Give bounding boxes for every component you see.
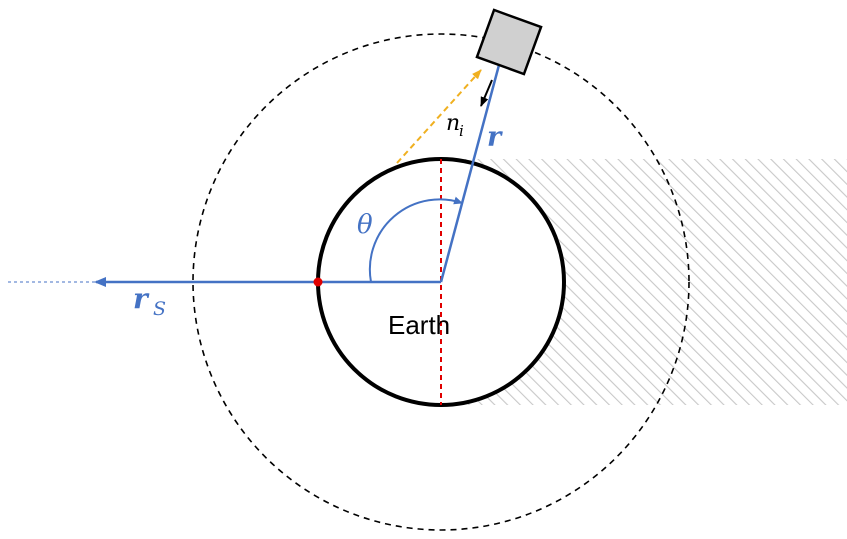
theta-label: θ bbox=[357, 210, 373, 240]
earth-shadow-region bbox=[441, 159, 847, 405]
normal-label: n bbox=[446, 111, 460, 136]
normal-subscript: i bbox=[459, 122, 464, 140]
satellite-body bbox=[475, 8, 543, 76]
rs-vector-subscript: S bbox=[153, 298, 166, 320]
normal-vector-ni bbox=[480, 79, 493, 107]
r-vector-label: r bbox=[487, 122, 503, 153]
theta-arc bbox=[368, 196, 463, 283]
sun-ray-arrow bbox=[396, 69, 482, 164]
orbit-circle bbox=[192, 33, 690, 531]
earth-label: Earth bbox=[388, 310, 450, 340]
position-vector-r bbox=[439, 49, 505, 283]
rs-vector-label: r bbox=[133, 282, 150, 315]
subsolar-point bbox=[313, 277, 323, 287]
